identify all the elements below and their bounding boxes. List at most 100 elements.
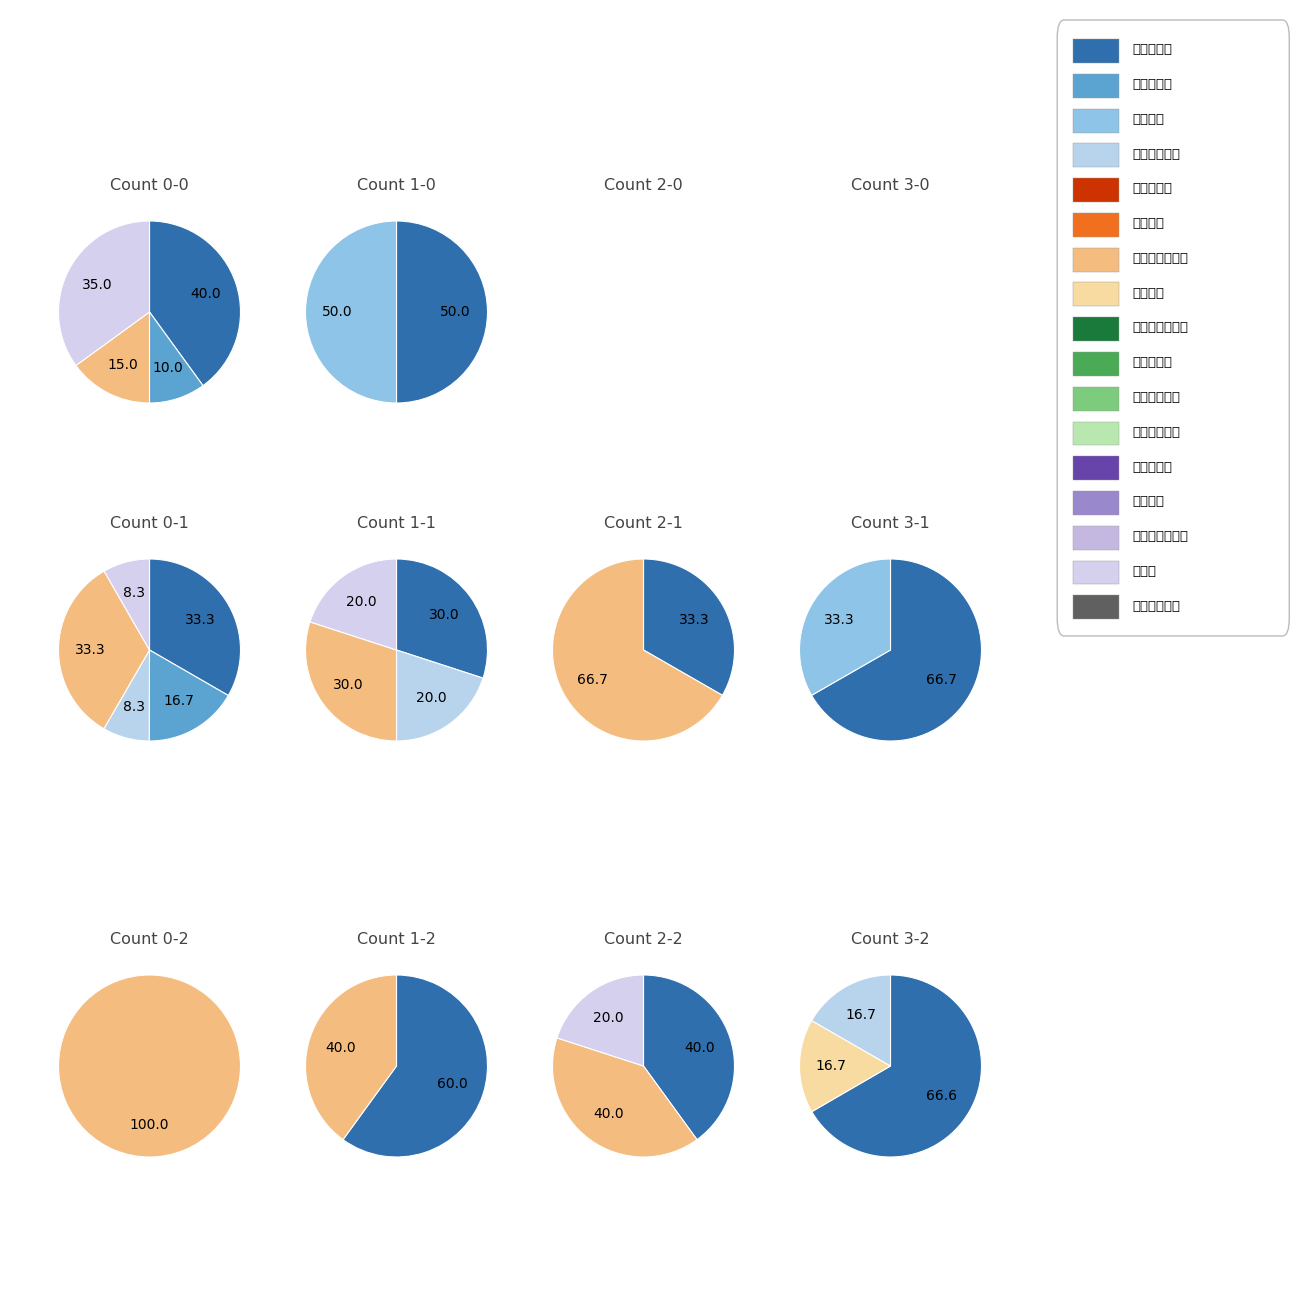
Wedge shape — [306, 221, 396, 403]
Text: 16.7: 16.7 — [816, 1060, 846, 1072]
Text: 8.3: 8.3 — [124, 701, 146, 714]
Text: スライダー: スライダー — [1132, 356, 1173, 369]
Text: 40.0: 40.0 — [190, 287, 221, 300]
Wedge shape — [104, 559, 150, 650]
Bar — [1074, 109, 1118, 133]
Text: フォーク: フォーク — [1132, 217, 1165, 230]
Bar — [1074, 178, 1118, 202]
Wedge shape — [644, 559, 734, 696]
Wedge shape — [811, 975, 891, 1066]
Title: Count 2-0: Count 2-0 — [604, 178, 682, 192]
Text: 100.0: 100.0 — [130, 1118, 169, 1132]
Wedge shape — [396, 650, 484, 741]
Text: カーブ: カーブ — [1132, 564, 1156, 577]
Text: パワーカーブ: パワーカーブ — [1132, 426, 1180, 439]
Wedge shape — [644, 975, 734, 1140]
Wedge shape — [800, 1020, 891, 1112]
Text: 20.0: 20.0 — [346, 595, 377, 610]
Title: Count 3-0: Count 3-0 — [852, 178, 929, 192]
Wedge shape — [306, 975, 396, 1140]
Wedge shape — [150, 559, 240, 696]
Title: Count 3-2: Count 3-2 — [852, 932, 929, 946]
Wedge shape — [150, 312, 203, 403]
Text: シンカー: シンカー — [1132, 287, 1165, 300]
Bar — [1074, 560, 1118, 585]
Bar — [1074, 317, 1118, 341]
Bar — [1074, 39, 1118, 64]
Text: 16.7: 16.7 — [845, 1008, 876, 1022]
Text: カットボール: カットボール — [1132, 148, 1180, 161]
Wedge shape — [552, 1037, 697, 1157]
Text: 16.7: 16.7 — [164, 694, 195, 709]
Text: 33.3: 33.3 — [75, 644, 105, 656]
Text: 40.0: 40.0 — [593, 1106, 624, 1121]
Text: 35.0: 35.0 — [82, 278, 112, 292]
Wedge shape — [58, 221, 150, 365]
Text: 33.3: 33.3 — [824, 614, 854, 628]
Text: 15.0: 15.0 — [108, 358, 138, 372]
Wedge shape — [58, 571, 150, 729]
Text: シュート: シュート — [1132, 113, 1165, 126]
FancyBboxPatch shape — [1057, 20, 1290, 636]
Bar — [1074, 456, 1118, 480]
Text: スプリット: スプリット — [1132, 182, 1173, 195]
Bar — [1074, 282, 1118, 307]
Title: Count 0-1: Count 0-1 — [111, 516, 188, 530]
Text: 縦スライダー: 縦スライダー — [1132, 391, 1180, 404]
Title: Count 1-2: Count 1-2 — [358, 932, 436, 946]
Title: Count 1-1: Count 1-1 — [358, 516, 436, 530]
Title: Count 2-2: Count 2-2 — [604, 932, 682, 946]
Text: 66.6: 66.6 — [927, 1088, 957, 1102]
Bar — [1074, 491, 1118, 515]
Text: ナックルカーブ: ナックルカーブ — [1132, 530, 1188, 543]
Text: 33.3: 33.3 — [680, 614, 710, 628]
Text: スローカーブ: スローカーブ — [1132, 599, 1180, 612]
Text: スクリュー: スクリュー — [1132, 460, 1173, 473]
Text: 50.0: 50.0 — [322, 306, 352, 318]
Text: 30.0: 30.0 — [333, 677, 364, 692]
Wedge shape — [306, 621, 396, 741]
Text: 10.0: 10.0 — [152, 361, 183, 376]
Wedge shape — [343, 975, 488, 1157]
Title: Count 2-1: Count 2-1 — [604, 516, 682, 530]
Wedge shape — [396, 559, 488, 679]
Wedge shape — [396, 221, 488, 403]
Text: 30.0: 30.0 — [429, 608, 460, 623]
Bar — [1074, 248, 1118, 272]
Wedge shape — [811, 559, 982, 741]
Text: 20.0: 20.0 — [593, 1011, 624, 1026]
Text: 50.0: 50.0 — [441, 306, 471, 318]
Wedge shape — [556, 975, 644, 1066]
Text: ストレート: ストレート — [1132, 43, 1173, 56]
Text: 高速スライダー: 高速スライダー — [1132, 321, 1188, 334]
Wedge shape — [800, 559, 891, 696]
Text: 66.7: 66.7 — [927, 672, 957, 686]
Wedge shape — [104, 650, 150, 741]
Wedge shape — [150, 650, 229, 741]
Title: Count 1-0: Count 1-0 — [358, 178, 436, 192]
Bar — [1074, 74, 1118, 98]
Text: 33.3: 33.3 — [186, 614, 216, 628]
Title: Count 0-2: Count 0-2 — [111, 932, 188, 946]
Wedge shape — [150, 221, 240, 386]
Title: Count 3-1: Count 3-1 — [852, 516, 929, 530]
Text: ナックル: ナックル — [1132, 495, 1165, 508]
Bar — [1074, 386, 1118, 411]
Text: 40.0: 40.0 — [325, 1041, 356, 1054]
Bar — [1074, 213, 1118, 237]
Text: ツーシーム: ツーシーム — [1132, 78, 1173, 91]
Wedge shape — [58, 975, 241, 1157]
Text: 40.0: 40.0 — [684, 1041, 715, 1054]
Text: チェンジアップ: チェンジアップ — [1132, 252, 1188, 265]
Wedge shape — [309, 559, 396, 650]
Text: 66.7: 66.7 — [577, 672, 607, 686]
Bar — [1074, 352, 1118, 376]
Wedge shape — [552, 559, 723, 741]
Bar — [1074, 595, 1118, 619]
Bar — [1074, 421, 1118, 446]
Title: Count 0-0: Count 0-0 — [111, 178, 188, 192]
Text: 60.0: 60.0 — [437, 1078, 468, 1091]
Wedge shape — [811, 975, 982, 1157]
Bar — [1074, 143, 1118, 168]
Bar — [1074, 525, 1118, 550]
